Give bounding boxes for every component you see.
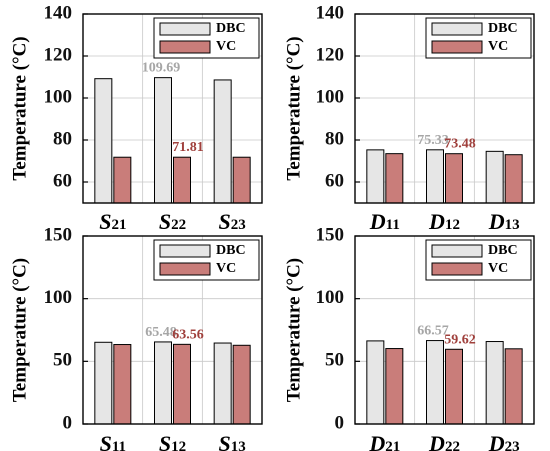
legend-label-dbc: DBC (488, 21, 518, 36)
bar-vc-d22 (445, 348, 463, 425)
data-label: 73.48 (444, 137, 476, 152)
bar-dbc-d23 (485, 341, 504, 425)
data-label: 109.69 (142, 61, 181, 76)
legend-label-dbc: DBC (216, 243, 246, 258)
bar-vc-d12 (445, 153, 463, 204)
bar-vc-s22 (173, 156, 191, 204)
ytick-label: 100 (316, 86, 345, 107)
y-axis-label: Temperature (°C) (9, 258, 30, 402)
legend-swatch-vc (159, 40, 211, 54)
bar-dbc-s13 (213, 342, 232, 425)
legend-swatch-vc (431, 40, 483, 54)
bar-dbc-d21 (366, 340, 385, 425)
category-label: S12 (159, 431, 186, 451)
ytick-label: 60 (325, 170, 344, 191)
ytick-label: 140 (44, 2, 73, 23)
ytick-label: 60 (53, 170, 72, 191)
bar-vc-d13 (504, 154, 523, 204)
y-axis-label: Temperature (°C) (283, 258, 304, 402)
ytick-label: 100 (316, 287, 345, 308)
data-label: 59.62 (444, 332, 476, 347)
data-label: 66.57 (417, 324, 449, 339)
category-label: S11 (100, 431, 126, 451)
bar-dbc-s22 (154, 77, 172, 204)
data-label: 71.81 (172, 140, 204, 155)
ytick-label: 150 (316, 224, 345, 245)
legend-label-dbc: DBC (488, 243, 518, 258)
ytick-label: 100 (44, 287, 73, 308)
category-label: D23 (488, 431, 520, 451)
plot-frame (354, 13, 535, 204)
ytick-label: 0 (335, 412, 345, 433)
ytick-label: 0 (63, 412, 73, 433)
category-label: D11 (369, 209, 400, 234)
category-label: S13 (219, 431, 246, 451)
bar-dbc-s23 (213, 79, 232, 204)
bar-dbc-d12 (426, 149, 444, 204)
bar-dbc-s12 (154, 341, 172, 425)
category-label: D13 (488, 209, 520, 234)
ytick-label: 80 (325, 128, 344, 149)
legend-swatch-dbc (159, 22, 211, 36)
ytick-label: 140 (316, 2, 345, 23)
category-label: D22 (428, 431, 460, 451)
data-label: 65.48 (145, 325, 177, 340)
bar-vc-s13 (232, 344, 251, 425)
legend-label-vc: VC (488, 261, 508, 276)
y-axis-label: Temperature (°C) (283, 36, 304, 180)
legend: DBC VC (153, 239, 260, 281)
bar-vc-s21 (113, 156, 132, 204)
legend-swatch-vc (159, 262, 211, 276)
legend: DBC VC (425, 17, 532, 59)
ytick-label: 50 (325, 350, 344, 371)
legend-label-vc: VC (488, 39, 508, 54)
legend-swatch-vc (431, 262, 483, 276)
category-label: S23 (219, 209, 246, 234)
bar-vc-s12 (173, 343, 191, 425)
bar-dbc-s21 (94, 78, 113, 204)
bar-vc-s11 (113, 344, 132, 425)
legend-label-dbc: DBC (216, 21, 246, 36)
bar-vc-d11 (385, 153, 404, 204)
legend-swatch-dbc (159, 244, 211, 258)
plot-frame (354, 235, 535, 425)
y-axis-label: Temperature (°C) (9, 36, 30, 180)
legend-label-vc: VC (216, 261, 236, 276)
bar-dbc-d11 (366, 149, 385, 204)
bar-dbc-d13 (485, 150, 504, 204)
category-label: S22 (159, 209, 186, 234)
category-label: D12 (428, 209, 460, 234)
ytick-label: 120 (44, 44, 73, 65)
bar-vc-d21 (385, 348, 404, 425)
ytick-label: 100 (44, 86, 73, 107)
chart-panel-1: S21 S22 S23 109.69 71.81 60 80 100 120 140 Tempera… (9, 2, 263, 234)
category-label: D21 (368, 431, 400, 451)
ytick-label: 80 (53, 128, 72, 149)
bar-dbc-s11 (94, 341, 113, 425)
legend: DBC VC (425, 239, 532, 281)
ytick-label: 120 (316, 44, 345, 65)
bar-vc-s23 (232, 156, 251, 204)
category-label: S21 (99, 209, 126, 234)
data-label: 75.33 (417, 133, 449, 148)
legend-label-vc: VC (216, 39, 236, 54)
ytick-label: 150 (44, 224, 73, 245)
data-label: 63.56 (172, 327, 204, 342)
bar-vc-d23 (504, 348, 523, 425)
plot-frame (82, 235, 263, 425)
legend-swatch-dbc (431, 22, 483, 36)
plot-frame (82, 13, 263, 204)
legend-swatch-dbc (431, 244, 483, 258)
legend: DBC VC (153, 17, 260, 59)
bar-dbc-d22 (426, 340, 444, 425)
ytick-label: 50 (53, 350, 72, 371)
